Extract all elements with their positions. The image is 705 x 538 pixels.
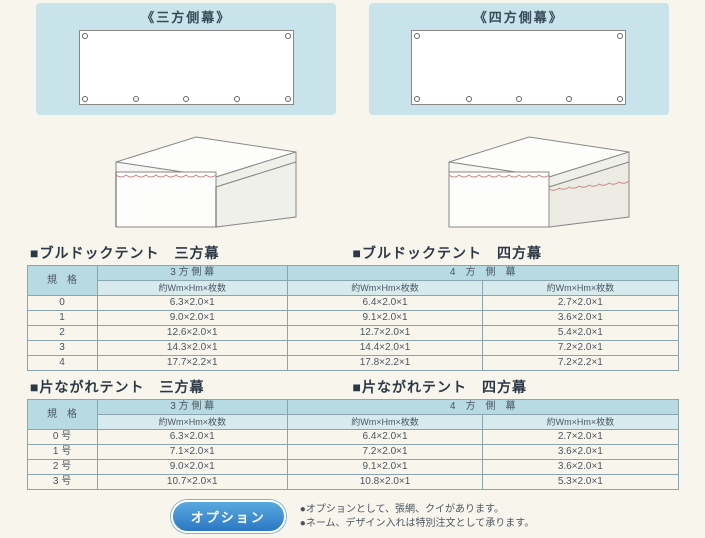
table-row: 417.7×2.2×117.8×2.2×17.2×2.2×1 — [27, 356, 678, 371]
footer-note-2: ●ネーム、デザイン入れは特別注文として承ります。 — [300, 517, 534, 531]
title-kata-4: ■片ながれテント 四方幕 — [353, 377, 676, 397]
table-row: 1 号7.1×2.0×17.2×2.0×13.6×2.0×1 — [27, 445, 678, 460]
sub-whm-1: 約Wm×Hm×枚数 — [97, 281, 287, 296]
table-cell: 1 — [27, 311, 97, 326]
panel-3side: 《三方側幕》 — [36, 3, 336, 115]
table-cell: 6.4×2.0×1 — [287, 296, 482, 311]
table-cell: 10.7×2.0×1 — [97, 475, 287, 490]
th-spec: 規 格 — [27, 266, 97, 296]
table-cell: 5.3×2.0×1 — [483, 475, 678, 490]
tent-3side-icon — [36, 117, 336, 237]
table-cell: 6.4×2.0×1 — [287, 430, 482, 445]
table-cell: 2.7×2.0×1 — [483, 296, 678, 311]
table-cell: 7.2×2.2×1 — [483, 356, 678, 371]
th-3side: 3 方 側 幕 — [97, 266, 287, 281]
panel-3side-title: 《三方側幕》 — [76, 7, 296, 26]
table-cell: 2.7×2.0×1 — [483, 430, 678, 445]
table-row: 3 号10.7×2.0×110.8×2.0×15.3×2.0×1 — [27, 475, 678, 490]
panel-4side: 《四方側幕》 — [369, 3, 669, 115]
table-cell: 6.3×2.0×1 — [97, 430, 287, 445]
th-4side: 4 方 側 幕 — [287, 266, 678, 281]
table-cell: 14.3×2.0×1 — [97, 341, 287, 356]
table-cell: 9.0×2.0×1 — [97, 311, 287, 326]
table-cell: 14.4×2.0×1 — [287, 341, 482, 356]
table-cell: 7.1×2.0×1 — [97, 445, 287, 460]
table-cell: 3 号 — [27, 475, 97, 490]
title-bulldog-4: ■ブルドックテント 四方幕 — [353, 243, 676, 263]
table-cell: 17.8×2.2×1 — [287, 356, 482, 371]
option-pill: オプション — [171, 500, 286, 533]
panel-4side-title: 《四方側幕》 — [409, 7, 629, 26]
table-cell: 17.7×2.2×1 — [97, 356, 287, 371]
th2-spec: 規 格 — [27, 400, 97, 430]
sub2-whm-3: 約Wm×Hm×枚数 — [483, 415, 678, 430]
panel-4side-rect — [411, 30, 626, 105]
table-cell: 4 — [27, 356, 97, 371]
table-cell: 6.3×2.0×1 — [97, 296, 287, 311]
table-cell: 3 — [27, 341, 97, 356]
th2-3side: 3 方 側 幕 — [97, 400, 287, 415]
sub-whm-3: 約Wm×Hm×枚数 — [483, 281, 678, 296]
table-cell: 0 — [27, 296, 97, 311]
table-cell: 7.2×2.0×1 — [287, 445, 482, 460]
table-row: 314.3×2.0×114.4×2.0×17.2×2.0×1 — [27, 341, 678, 356]
table-cell: 3.6×2.0×1 — [483, 445, 678, 460]
table-cell: 0 号 — [27, 430, 97, 445]
table-katanagare: 規 格 3 方 側 幕 4 方 側 幕 約Wm×Hm×枚数 約Wm×Hm×枚数 … — [27, 399, 679, 490]
panel-3side-rect — [79, 30, 294, 105]
table-row: 06.3×2.0×16.4×2.0×12.7×2.0×1 — [27, 296, 678, 311]
tent-4side-icon — [369, 117, 669, 237]
th2-4side: 4 方 側 幕 — [287, 400, 678, 415]
table-cell: 2 — [27, 326, 97, 341]
table-row: 19.0×2.0×19.1×2.0×13.6×2.0×1 — [27, 311, 678, 326]
footer-notes: ●オプションとして、張網、クイがあります。 ●ネーム、デザイン入れは特別注文とし… — [300, 503, 534, 531]
table-cell: 9.1×2.0×1 — [287, 460, 482, 475]
table-cell: 7.2×2.0×1 — [483, 341, 678, 356]
sub-whm-2: 約Wm×Hm×枚数 — [287, 281, 482, 296]
footer-note-1: ●オプションとして、張網、クイがあります。 — [300, 503, 534, 517]
table-cell: 12.6×2.0×1 — [97, 326, 287, 341]
sub2-whm-2: 約Wm×Hm×枚数 — [287, 415, 482, 430]
sub2-whm-1: 約Wm×Hm×枚数 — [97, 415, 287, 430]
table-cell: 10.8×2.0×1 — [287, 475, 482, 490]
table-cell: 12.7×2.0×1 — [287, 326, 482, 341]
table-bulldog: 規 格 3 方 側 幕 4 方 側 幕 約Wm×Hm×枚数 約Wm×Hm×枚数 … — [27, 265, 679, 371]
table-row: 212.6×2.0×112.7×2.0×15.4×2.0×1 — [27, 326, 678, 341]
table-row: 2 号9.0×2.0×19.1×2.0×13.6×2.0×1 — [27, 460, 678, 475]
table-cell: 3.6×2.0×1 — [483, 460, 678, 475]
table-cell: 2 号 — [27, 460, 97, 475]
title-kata-3: ■片ながれテント 三方幕 — [30, 377, 353, 397]
table-row: 0 号6.3×2.0×16.4×2.0×12.7×2.0×1 — [27, 430, 678, 445]
table-cell: 1 号 — [27, 445, 97, 460]
table-cell: 3.6×2.0×1 — [483, 311, 678, 326]
title-bulldog-3: ■ブルドックテント 三方幕 — [30, 243, 353, 263]
table-cell: 5.4×2.0×1 — [483, 326, 678, 341]
table-cell: 9.0×2.0×1 — [97, 460, 287, 475]
table-cell: 9.1×2.0×1 — [287, 311, 482, 326]
